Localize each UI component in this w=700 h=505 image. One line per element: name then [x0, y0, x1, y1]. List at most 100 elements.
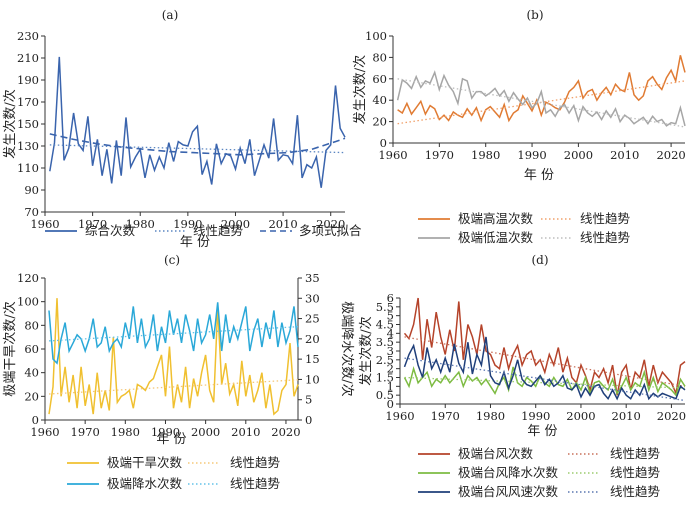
y-right-tick-label: 30: [305, 291, 320, 305]
panel-3: (c)1960 1970 1980 1990 2000 2010 2020020406080…: [2, 253, 355, 491]
legend-label: 线性趋势: [610, 484, 661, 499]
legend-label: 极端高温次数: [458, 211, 534, 226]
panel-label: (c): [164, 253, 180, 267]
trend-line: [397, 78, 686, 128]
y-tick-label: 230: [17, 29, 39, 43]
trend-line: [49, 144, 346, 154]
y-right-tick-label: 15: [305, 352, 320, 366]
y-tick-label: 0.5: [376, 388, 394, 402]
x-tick-label: 2020: [271, 425, 300, 439]
panel-label: (d): [531, 253, 548, 267]
legend-label: 极端低温次数: [458, 230, 534, 245]
legend-label: 线性趋势: [230, 455, 281, 470]
y-axis-right-label: 极端降水次数/次: [339, 301, 355, 396]
trend-line: [404, 336, 686, 387]
legend-label: 极端降水次数: [107, 476, 183, 491]
x-tick-label: 1980: [471, 148, 500, 162]
trend-line: [404, 357, 686, 402]
x-tick-label: 1960: [30, 425, 59, 439]
x-tick-label: 2000: [566, 409, 595, 423]
y-tick-label: 60: [372, 72, 387, 86]
legend-label: 多项式拟合: [299, 223, 362, 238]
x-tick-label: 1990: [521, 409, 550, 423]
x-tick-label: 1960: [378, 148, 407, 162]
x-axis-label: 年 份: [180, 235, 210, 250]
trend-line: [48, 379, 299, 395]
y-axis-label: 发生次数/次: [358, 316, 374, 385]
trend-line: [404, 376, 686, 389]
x-tick-label: 1970: [431, 409, 460, 423]
series-line: [48, 298, 299, 416]
x-tick-label: 2020: [656, 148, 685, 162]
x-axis-label: 年 份: [527, 424, 557, 439]
legend-label: 线性趋势: [230, 476, 281, 491]
x-tick-label: 1980: [111, 425, 140, 439]
y-right-tick-label: 10: [305, 372, 320, 386]
y-axis-label: 发生次数/次: [352, 55, 368, 124]
x-tick-label: 2020: [657, 409, 686, 423]
x-tick-label: 2000: [221, 217, 250, 231]
y-tick-label: 130: [17, 139, 39, 153]
y-tick-label: 20: [372, 115, 387, 129]
y-right-tick-label: 5: [305, 393, 312, 407]
y-tick-label: 110: [17, 161, 39, 175]
y-tick-label: 2: [387, 362, 394, 376]
y-tick-label: 1: [387, 379, 394, 393]
x-tick-label: 2010: [231, 425, 260, 439]
x-tick-label: 2000: [191, 425, 220, 439]
y-tick-label: 3.5: [376, 335, 394, 349]
legend-label: 极端台风降水次数: [458, 465, 559, 480]
x-tick-label: 1990: [517, 148, 546, 162]
y-right-tick-label: 20: [305, 332, 320, 346]
panel-label: (b): [526, 8, 543, 22]
x-tick-label: 2010: [612, 409, 641, 423]
y-tick-label: 20: [24, 389, 39, 403]
y-tick-label: 190: [17, 73, 39, 87]
y-tick-label: 60: [24, 342, 39, 356]
x-tick-label: 1960: [30, 217, 59, 231]
x-tick-label: 2020: [316, 217, 345, 231]
x-tick-label: 1970: [71, 425, 100, 439]
y-tick-label: 3: [387, 344, 394, 358]
legend-label: 极端台风风速次数: [458, 484, 559, 499]
y-tick-label: 100: [365, 29, 387, 43]
y-tick-label: 170: [17, 95, 39, 109]
y-tick-label: 80: [372, 50, 387, 64]
trend-line: [48, 326, 299, 342]
poly-fit-line: [49, 133, 346, 156]
trend-line: [397, 80, 686, 125]
y-axis-label: 极端干旱次数/次: [2, 301, 18, 396]
x-tick-label: 1960: [385, 409, 414, 423]
y-tick-label: 120: [17, 271, 39, 285]
x-tick-label: 1990: [151, 425, 180, 439]
y-tick-label: 1.5: [376, 371, 394, 385]
legend-label: 综合次数: [85, 223, 136, 238]
y-tick-label: 5: [387, 309, 394, 323]
y-tick-label: 70: [24, 205, 39, 219]
panel-2: (b) 1960 1970 1980 1990 2000 2010 2020 0 20 40 60 80…: [352, 8, 686, 245]
y-right-tick-label: 35: [305, 271, 320, 285]
series-line: [403, 297, 686, 397]
y-tick-label: 4: [387, 326, 394, 340]
y-tick-label: 0: [387, 397, 394, 411]
series-line: [48, 302, 299, 365]
x-tick-label: 1980: [476, 409, 505, 423]
legend-label: 线性趋势: [610, 446, 661, 461]
x-tick-label: 1980: [126, 217, 155, 231]
y-tick-label: 6: [387, 291, 394, 305]
y-tick-label: 0: [32, 413, 39, 427]
x-axis-label: 年 份: [524, 168, 554, 183]
series-line: [397, 55, 686, 123]
y-right-tick-label: 25: [305, 312, 320, 326]
y-tick-label: 5.5: [376, 300, 394, 314]
legend-label: 线性趋势: [193, 223, 244, 238]
y-tick-label: 40: [372, 93, 387, 107]
legend-label: 极端干旱次数: [107, 455, 183, 470]
series-line: [49, 56, 346, 188]
panel-1: (a) 1960 1970 1980 1990 2000 2010 2020 70 90 110 13…: [2, 8, 362, 250]
y-tick-label: 150: [17, 117, 39, 131]
y-axis-label: 发生次数/次: [2, 89, 18, 158]
y-tick-label: 100: [17, 295, 39, 309]
x-tick-label: 1970: [425, 148, 454, 162]
